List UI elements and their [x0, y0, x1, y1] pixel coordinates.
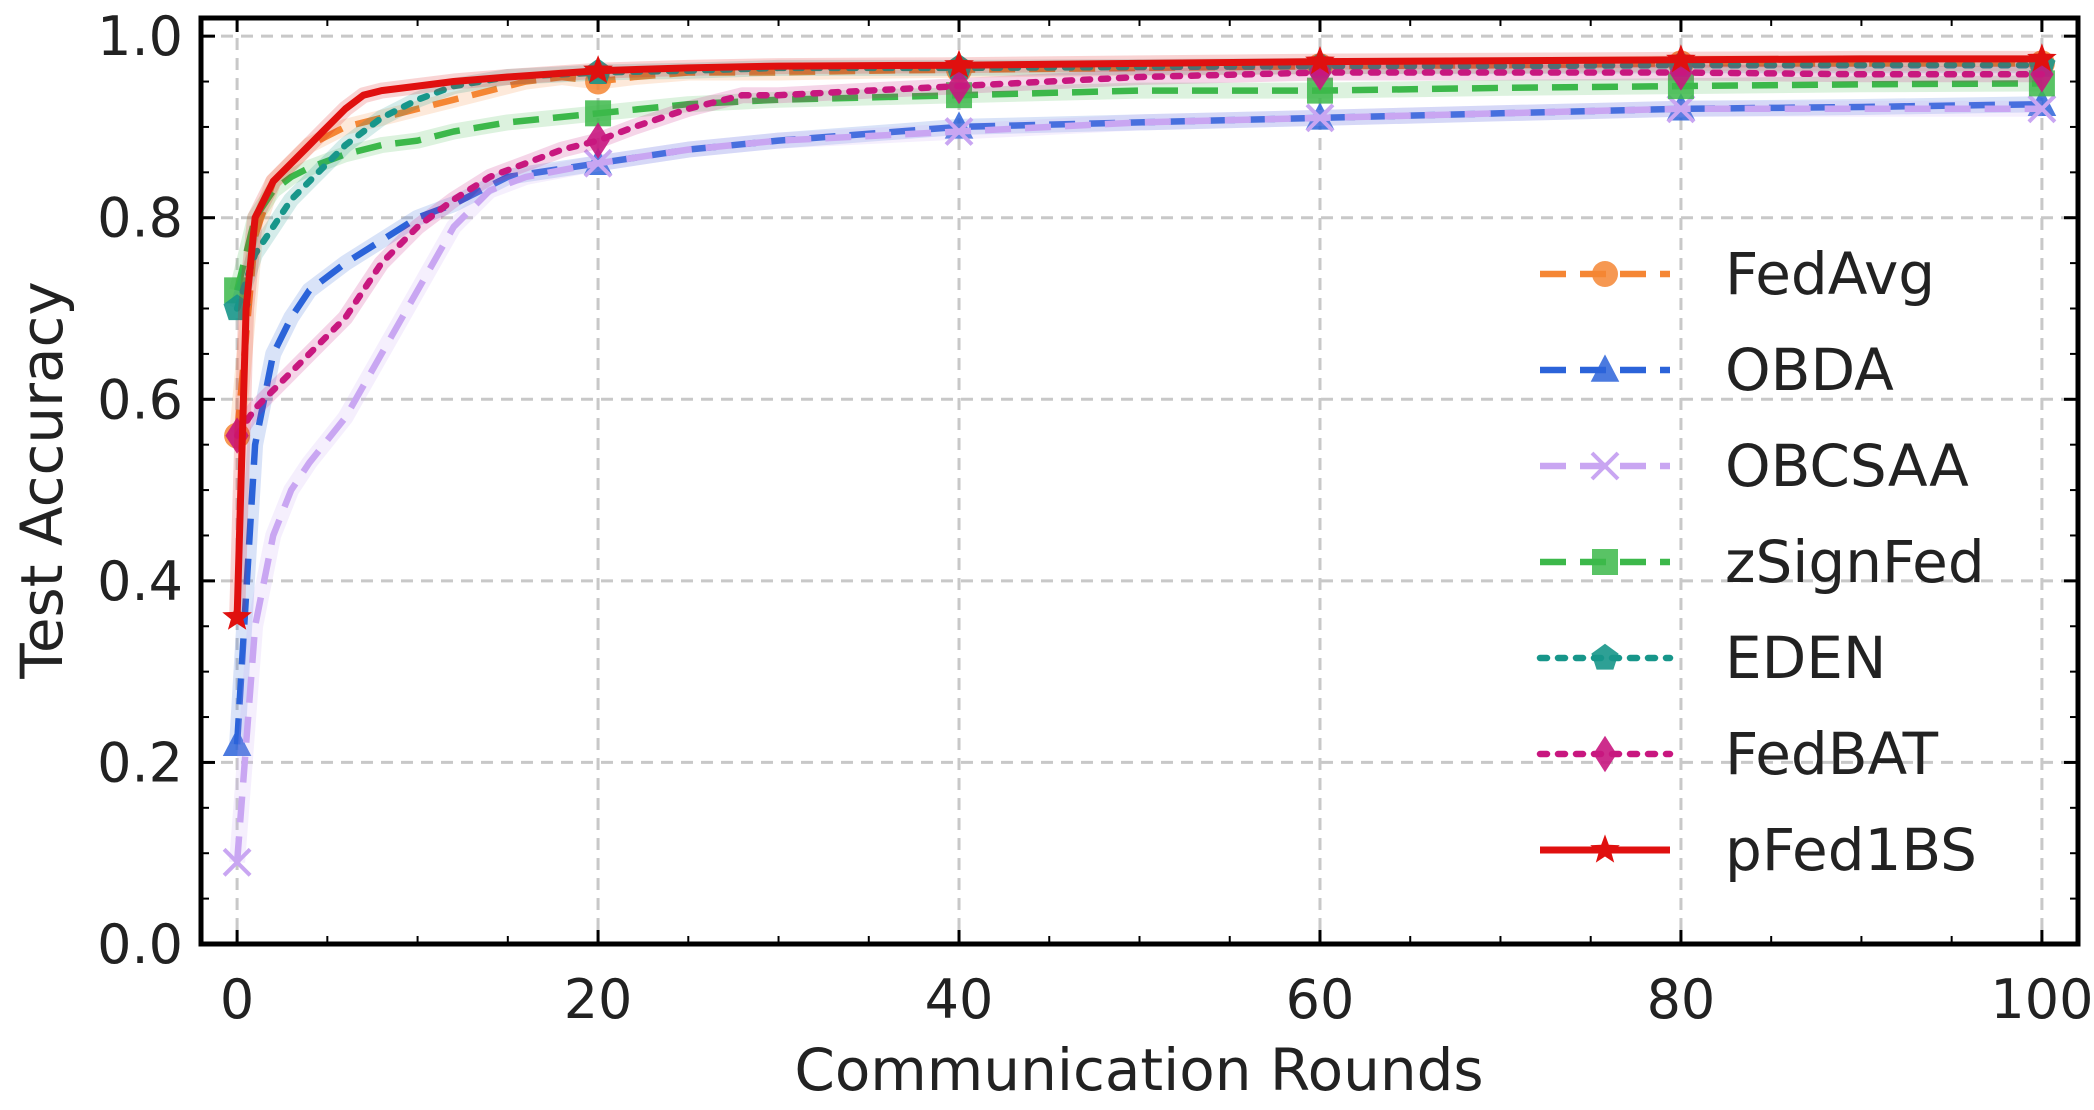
data-point: [2030, 56, 2054, 93]
legend-label: FedBAT: [1725, 720, 1939, 788]
legend-marker: [1590, 834, 1620, 863]
legend-item-obda: OBDA: [1540, 336, 1894, 404]
series-layer: [222, 43, 2057, 877]
y-axis-label: Test Accuracy: [8, 281, 76, 679]
legend-marker: [1592, 261, 1618, 287]
legend-label: EDEN: [1725, 624, 1886, 692]
y-tick-label: 0.0: [97, 913, 183, 976]
data-point: [1305, 46, 1335, 75]
data-point: [2027, 94, 2057, 124]
legend-item-zsignfed: zSignFed: [1540, 528, 1985, 596]
series-pfed1bs: [222, 43, 2057, 630]
data-point: [947, 67, 971, 105]
x-marker-stroke: [944, 117, 974, 146]
series-obcsaa: [222, 94, 2057, 877]
series-line-obcsaa: [233, 105, 2042, 863]
legend-label: OBDA: [1725, 336, 1894, 404]
data-point: [222, 728, 252, 756]
y-tick-label: 0.8: [97, 187, 183, 250]
legend-item-pfed1bs: pFed1BS: [1540, 816, 1977, 884]
data-point: [583, 55, 613, 84]
legend-label: zSignFed: [1725, 528, 1985, 596]
legend-item-fedavg: FedAvg: [1540, 240, 1935, 308]
data-point: [944, 117, 974, 146]
legend-label: FedAvg: [1725, 240, 1935, 308]
data-point: [583, 148, 613, 178]
data-point: [586, 122, 610, 159]
legend-marker: [1590, 354, 1620, 382]
y-tick-label: 0.2: [97, 731, 183, 794]
x-axis-label: Communication Rounds: [794, 1036, 1483, 1104]
legend-marker: [1591, 643, 1619, 670]
tick-labels: 0 20 40 60 80 100 0.0 0.2 0.4 0.6 0.8 1.0: [97, 5, 2093, 1031]
plot-frame: [198, 15, 2081, 947]
legend-item-fedbat: FedBAT: [1536, 720, 1939, 788]
series-line-fedbat: [233, 69, 2046, 439]
legend-label: OBCSAA: [1725, 432, 1969, 500]
x-tick-label: 100: [1990, 968, 2093, 1031]
legend-item-obcsaa: OBCSAA: [1540, 432, 1969, 500]
y-tick-label: 0.4: [97, 550, 183, 613]
x-tick-label: 20: [564, 968, 633, 1031]
x-marker-stroke: [1305, 103, 1335, 133]
data-point: [2027, 43, 2057, 72]
legend: FedAvg OBDA OBCSAA zSignFed EDEN FedBAT pFed1B…: [1536, 240, 1985, 884]
legend-marker: [1592, 549, 1618, 575]
legend-label: pFed1BS: [1725, 816, 1977, 884]
series-line-pfed1bs: [233, 55, 2042, 618]
series-line-zsignfed: [233, 80, 2042, 292]
data-point: [1669, 54, 1693, 91]
data-point: [222, 847, 252, 877]
x-marker-stroke: [2027, 94, 2057, 124]
data-point: [585, 100, 612, 127]
x-tick-label: 60: [1286, 968, 1355, 1031]
x-marker-stroke: [1590, 451, 1620, 481]
y-tick-label: 1.0: [97, 5, 183, 68]
x-tick-label: 0: [220, 968, 254, 1031]
x-tick-label: 80: [1647, 968, 1716, 1031]
data-point: [1666, 44, 1696, 73]
data-point: [1666, 94, 1696, 124]
legend-item-eden: EDEN: [1536, 624, 1886, 692]
x-marker-stroke: [1666, 94, 1696, 124]
data-point: [1305, 103, 1335, 133]
x-marker-stroke: [583, 148, 613, 178]
grid-lines: [201, 18, 2078, 944]
data-point: [1308, 54, 1332, 91]
x-marker-stroke: [222, 847, 252, 877]
data-point: [944, 49, 974, 78]
x-tick-label: 40: [925, 968, 994, 1031]
legend-marker: [1593, 735, 1617, 773]
data-point: [222, 601, 252, 630]
legend-marker: [1590, 451, 1620, 481]
series-fedbat: [225, 54, 2054, 454]
y-tick-label: 0.6: [97, 368, 183, 431]
